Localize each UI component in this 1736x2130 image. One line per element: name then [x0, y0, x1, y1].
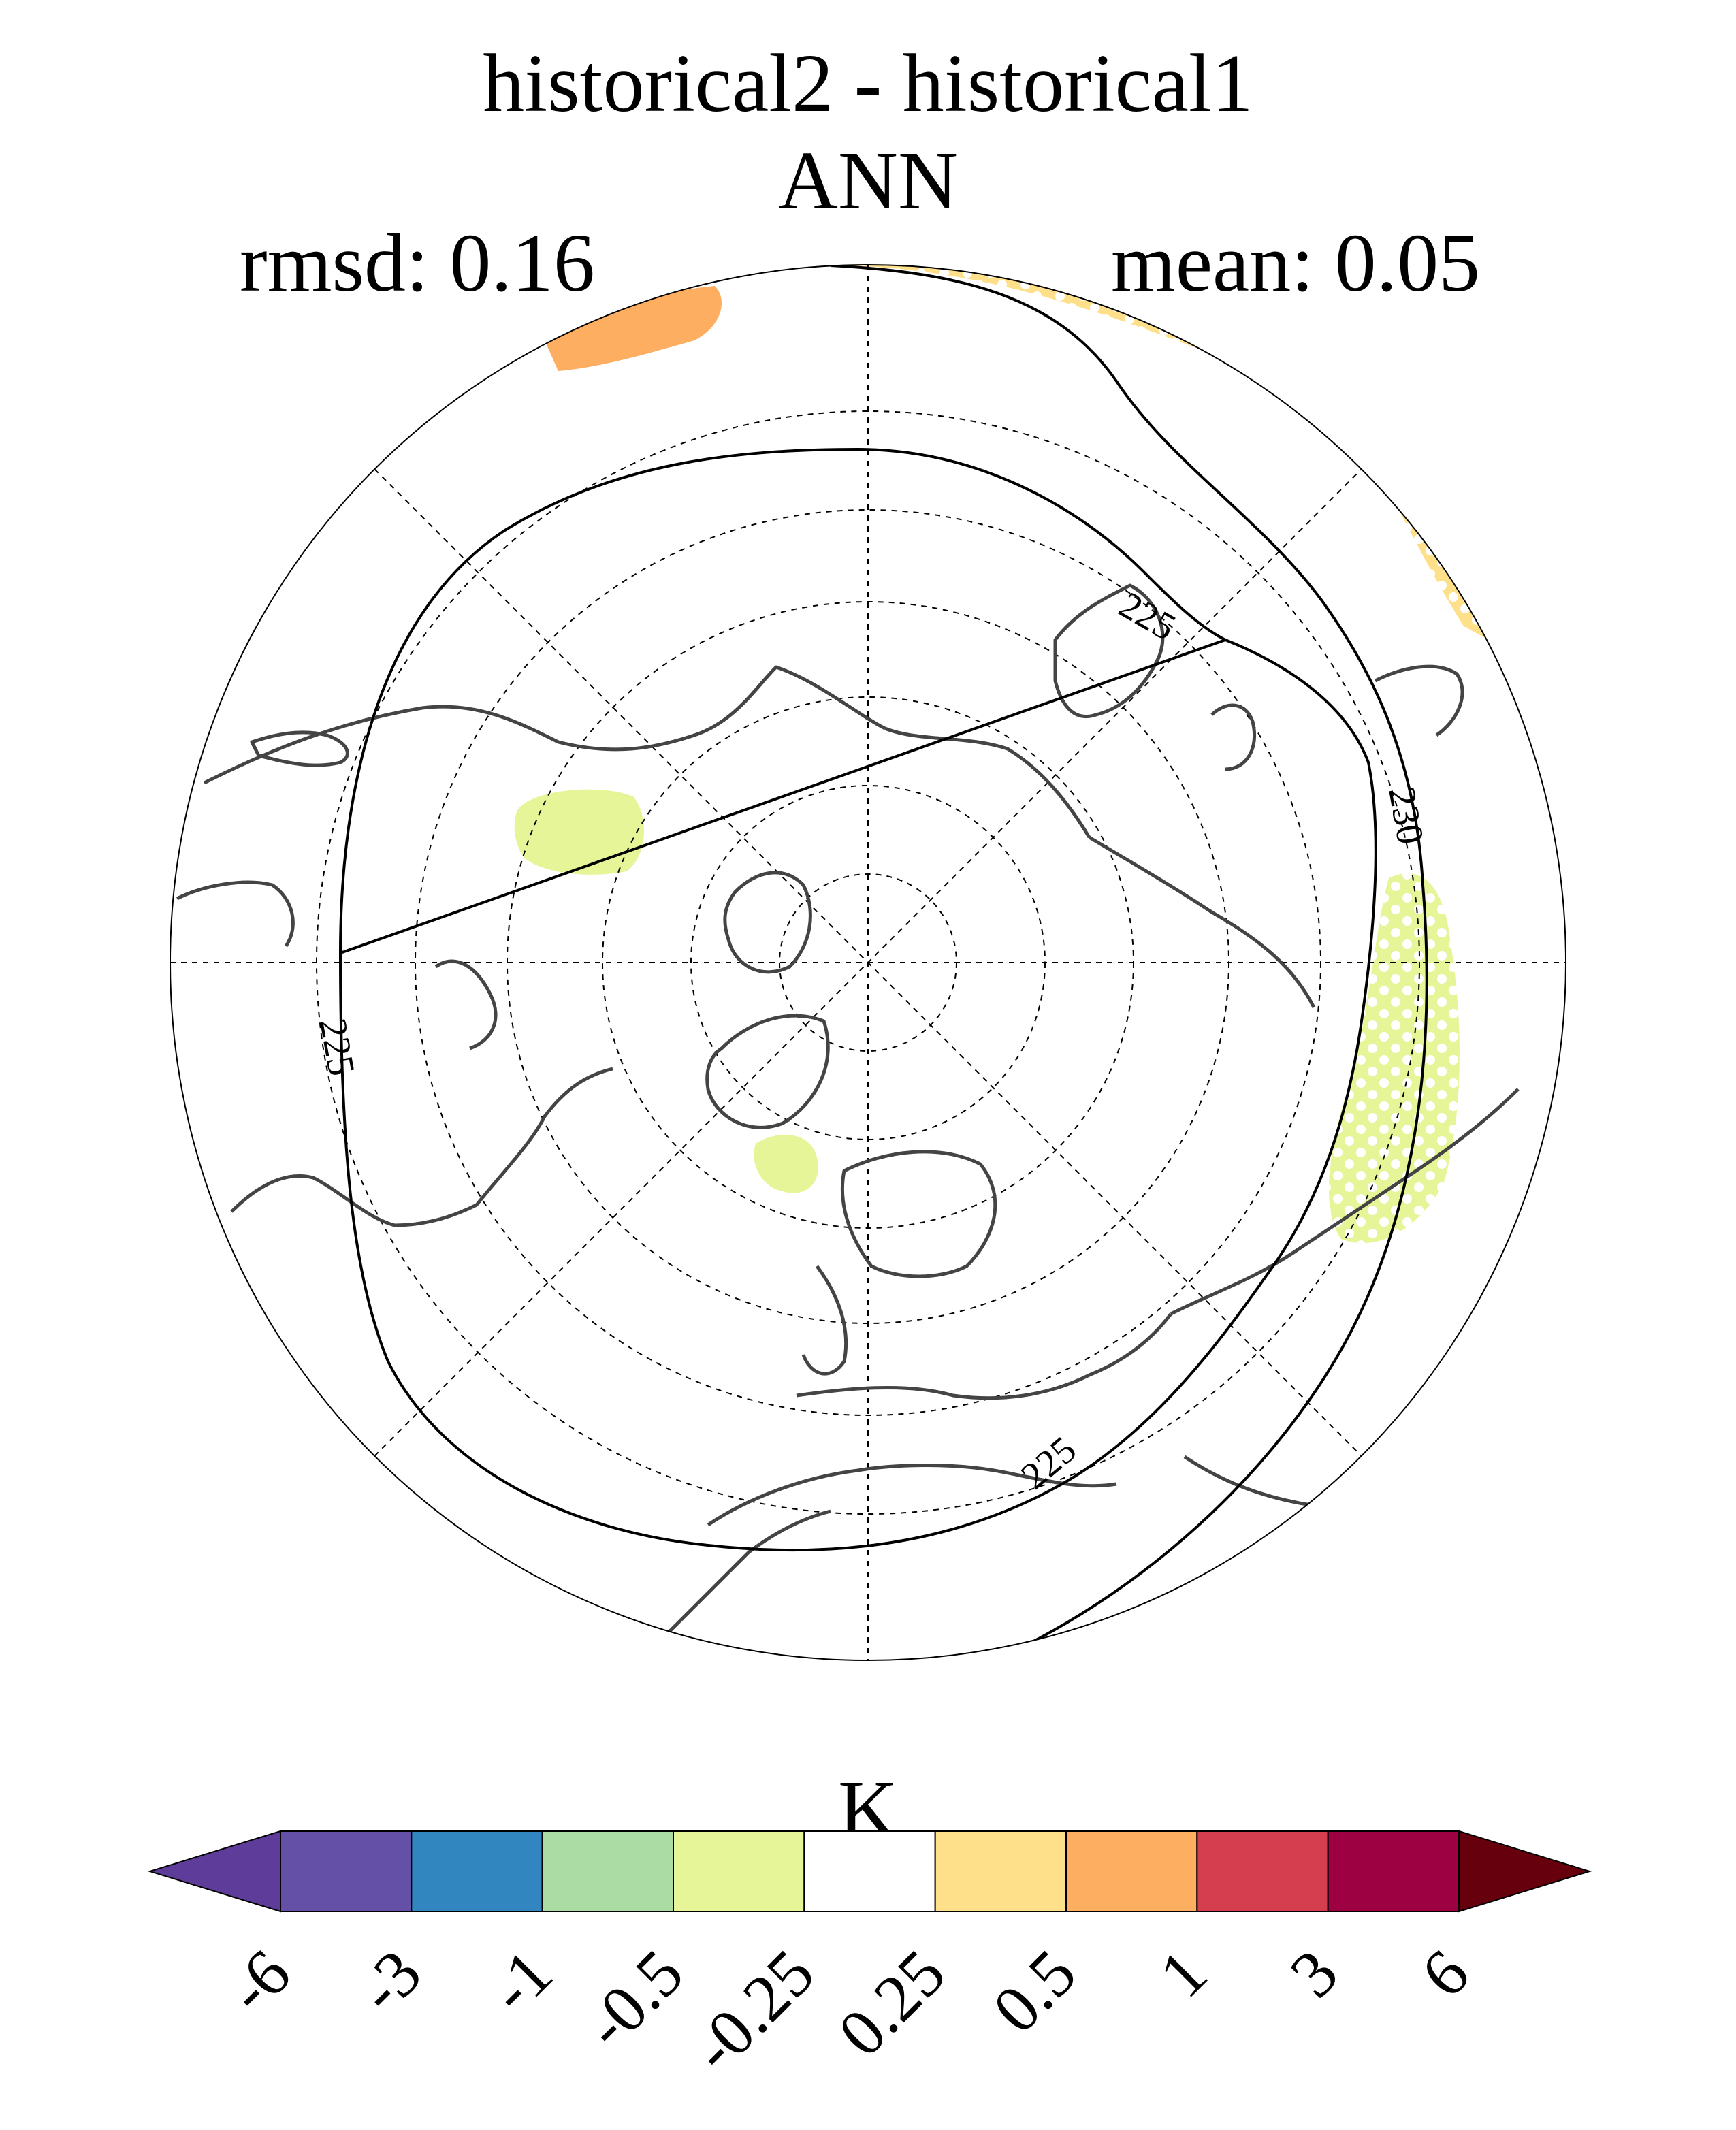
rmsd-label: rmsd: 0.16: [240, 217, 595, 309]
colorbar-swatch: [280, 1830, 413, 1912]
cool-anomaly-patch-3: [754, 1134, 818, 1193]
chart-subtitle: ANN: [777, 135, 959, 227]
contours: [338, 265, 1428, 1656]
colorbar-swatch: [1065, 1830, 1198, 1912]
colorbar-swatch: [411, 1830, 543, 1912]
colorbar-swatch: [934, 1830, 1067, 1912]
cool-anomaly-patch-1: [514, 789, 645, 875]
colorbar-swatch: [803, 1830, 936, 1912]
svg-text:225: 225: [311, 1015, 363, 1078]
colorbar-min-extension: [147, 1830, 281, 1913]
colorbar-tick-label: 1: [1146, 1936, 1221, 2012]
colorbar-swatch: [1196, 1830, 1329, 1912]
svg-text:230: 230: [1380, 784, 1432, 847]
mean-label: mean: 0.05: [1111, 217, 1481, 309]
chart-title: historical2 - historical1: [483, 37, 1253, 129]
colorbar-tick-label: 0.25: [825, 1936, 960, 2071]
colorbar-swatch: [673, 1830, 805, 1912]
colorbar-swatch: [1327, 1830, 1460, 1912]
colorbar-tick-label: -0.25: [678, 1936, 829, 2086]
colorbar-tick-label: -1: [475, 1936, 566, 2027]
polar-map: 225 225 225 230: [170, 264, 1566, 1661]
colorbar-swatch: [541, 1830, 675, 1912]
colorbar-tick-label: -3: [344, 1936, 436, 2027]
graticule: [170, 265, 1566, 1660]
colorbar-tick-label: 6: [1408, 1936, 1483, 2012]
colorbar-max-extension: [1458, 1830, 1592, 1913]
colorbar-tick-label: 0.5: [980, 1936, 1091, 2047]
strong-warm-patch: [545, 286, 722, 371]
map-boundary: [170, 264, 1566, 1661]
colorbar-tick-label: 3: [1276, 1936, 1352, 2012]
colorbar-tick-label: -0.5: [570, 1936, 697, 2063]
colorbar-tick-label: -6: [213, 1936, 304, 2027]
